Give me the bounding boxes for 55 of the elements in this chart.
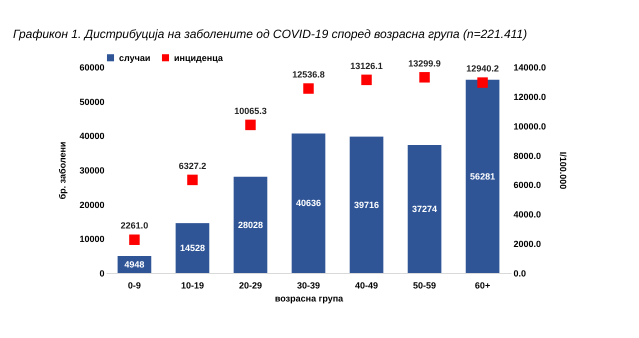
data-label: 40636	[296, 198, 322, 208]
y2-tick-label: 6000.0	[514, 180, 542, 190]
data-label: 39716	[354, 200, 380, 210]
data-label: 2261.0	[120, 220, 148, 231]
x-axis-title: возрасна група	[274, 294, 344, 304]
x-tick-label: 10-19	[180, 280, 204, 290]
point	[303, 83, 314, 94]
data-label: 37274	[412, 204, 438, 214]
bar	[408, 145, 442, 273]
legend-label: инциденца	[174, 52, 224, 63]
x-tick-label: 30-39	[296, 280, 320, 290]
y-tick-label: 0	[99, 268, 104, 278]
y2-tick-label: 10000.0	[514, 121, 546, 132]
y-tick-label: 60000	[79, 62, 104, 72]
y-axis-title: бр. заболени	[57, 142, 68, 200]
y2-tick-label: 4000.0	[514, 210, 542, 220]
y2-tick-label: 8000.0	[514, 150, 542, 161]
y-tick-label: 40000	[79, 131, 104, 142]
y2-tick-label: 12000.0	[514, 92, 546, 102]
point	[361, 74, 372, 86]
bar	[234, 176, 268, 273]
data-label: 4948	[124, 260, 144, 270]
data-label: 28028	[238, 220, 263, 230]
point	[187, 174, 198, 186]
y-tick-label: 30000	[79, 166, 104, 176]
legend-label: случаи	[119, 52, 150, 63]
point	[419, 72, 430, 83]
y2-tick-label: 2000.0	[514, 239, 542, 250]
data-label: 10065.3	[234, 106, 267, 116]
bar	[466, 80, 500, 273]
bar	[176, 223, 210, 273]
x-tick-label: 0-9	[128, 280, 141, 290]
y-tick-label: 50000	[79, 96, 104, 107]
data-label: 13299.9	[408, 58, 441, 68]
x-tick-label: 60+	[474, 280, 490, 290]
data-label: 6327.2	[178, 160, 206, 171]
point	[129, 234, 140, 245]
y2-tick-label: 14000.0	[514, 62, 546, 72]
data-label: 14528	[180, 243, 205, 254]
bar	[350, 136, 384, 273]
y-tick-label: 20000	[79, 200, 104, 210]
data-label: 56281	[470, 171, 496, 182]
bar	[292, 133, 326, 273]
y-tick-label: 10000	[79, 234, 104, 244]
point	[245, 120, 256, 130]
x-tick-label: 20-29	[238, 280, 262, 290]
data-label: 12940.2	[466, 64, 499, 74]
chart-title: Графикон 1. Дистрибуција на заболените од COVID-19 според возрасна група (n=221.411)	[12, 27, 528, 41]
data-label: 13126.1	[350, 60, 383, 71]
point	[477, 77, 488, 88]
data-label: 12536.8	[292, 70, 325, 80]
y2-axis-title: I/100.000	[558, 152, 568, 190]
x-tick-label: 50-59	[413, 280, 436, 290]
x-tick-label: 40-49	[355, 280, 378, 290]
y2-tick-label: 0.0	[514, 268, 526, 278]
